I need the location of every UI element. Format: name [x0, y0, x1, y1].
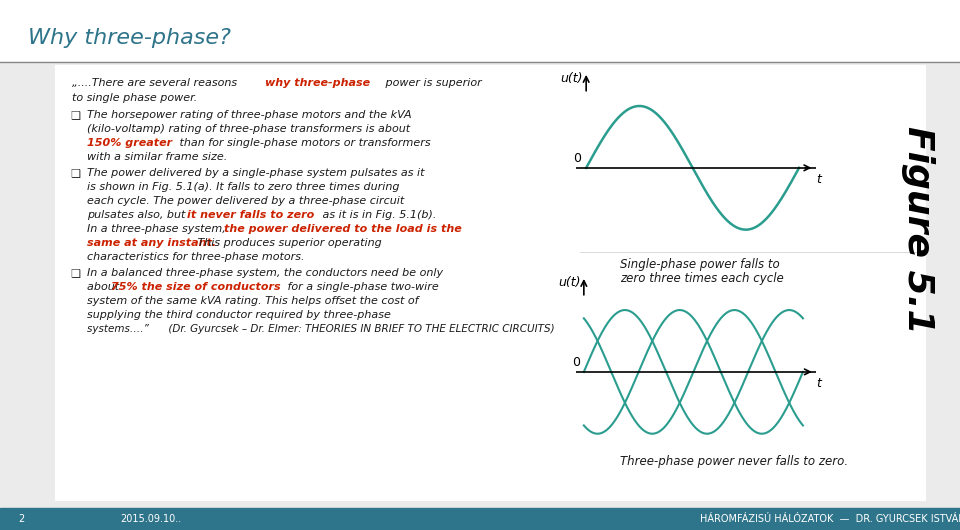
Text: The horsepower rating of three-phase motors and the kVA: The horsepower rating of three-phase mot… [87, 110, 412, 120]
Bar [0, 0, 960, 62]
Text: This produces superior operating: This produces superior operating [194, 238, 382, 248]
Text: ❑: ❑ [70, 268, 80, 278]
Text: 0: 0 [573, 152, 581, 165]
Text: why three-phase: why three-phase [265, 78, 371, 88]
Text: about: about [87, 282, 123, 292]
Text: ❑: ❑ [70, 168, 80, 178]
Text: ❑: ❑ [70, 110, 80, 120]
Bar [0, 508, 960, 530]
Bar [0, 62, 960, 508]
Text: same at any instant.: same at any instant. [87, 238, 216, 248]
Text: characteristics for three-phase motors.: characteristics for three-phase motors. [87, 252, 304, 262]
Text: t: t [816, 173, 821, 186]
Text: power is superior: power is superior [382, 78, 482, 88]
Text: for a single-phase two-wire: for a single-phase two-wire [284, 282, 439, 292]
Text: each cycle. The power delivered by a three-phase circuit: each cycle. The power delivered by a thr… [87, 196, 404, 206]
Text: HÁROMFÁZISÚ HÁLÓZATOK  —  DR. GYURCSEK ISTVÁN: HÁROMFÁZISÚ HÁLÓZATOK — DR. GYURCSEK IST… [700, 514, 960, 524]
Text: 2: 2 [18, 514, 24, 524]
Text: The power delivered by a single-phase system pulsates as it: The power delivered by a single-phase sy… [87, 168, 424, 178]
Text: In a three-phase system,: In a three-phase system, [87, 224, 229, 234]
Text: (kilo-voltamp) rating of three-phase transformers is about: (kilo-voltamp) rating of three-phase tra… [87, 124, 410, 134]
Text: Why three-phase?: Why three-phase? [28, 28, 230, 48]
Text: 150% greater: 150% greater [87, 138, 172, 148]
Text: with a similar frame size.: with a similar frame size. [87, 152, 228, 162]
Text: 0: 0 [572, 356, 580, 369]
Text: u(t): u(t) [559, 276, 581, 289]
Text: systems….”      (Dr. Gyurcsek – Dr. Elmer: THEORIES IN BRIEF TO THE ELECTRIC CIR: systems….” (Dr. Gyurcsek – Dr. Elmer: TH… [87, 324, 555, 334]
Text: u(t): u(t) [561, 72, 583, 85]
Text: the power delivered to the load is the: the power delivered to the load is the [224, 224, 462, 234]
Text: In a balanced three-phase system, the conductors need be only: In a balanced three-phase system, the co… [87, 268, 444, 278]
Text: is shown in Fig. 5.1(a). It falls to zero three times during: is shown in Fig. 5.1(a). It falls to zer… [87, 182, 399, 192]
Text: than for single-phase motors or transformers: than for single-phase motors or transfor… [176, 138, 431, 148]
Text: supplying the third conductor required by three-phase: supplying the third conductor required b… [87, 310, 391, 320]
Text: „....There are several reasons: „....There are several reasons [72, 78, 241, 88]
Text: t: t [816, 377, 821, 390]
Text: system of the same kVA rating. This helps offset the cost of: system of the same kVA rating. This help… [87, 296, 419, 306]
Text: 2015.09.10..: 2015.09.10.. [120, 514, 181, 524]
Text: zero three times each cycle: zero three times each cycle [620, 272, 783, 285]
Text: it never falls to zero: it never falls to zero [187, 210, 314, 220]
Text: as it is in Fig. 5.1(b).: as it is in Fig. 5.1(b). [319, 210, 437, 220]
Bar [55, 65, 925, 500]
Text: 75% the size of conductors: 75% the size of conductors [111, 282, 280, 292]
Text: to single phase power.: to single phase power. [72, 93, 197, 103]
Text: Figure 5.1: Figure 5.1 [901, 126, 935, 334]
Text: Single-phase power falls to: Single-phase power falls to [620, 258, 780, 271]
Text: pulsates also, but: pulsates also, but [87, 210, 189, 220]
Text: Three-phase power never falls to zero.: Three-phase power never falls to zero. [620, 455, 848, 468]
